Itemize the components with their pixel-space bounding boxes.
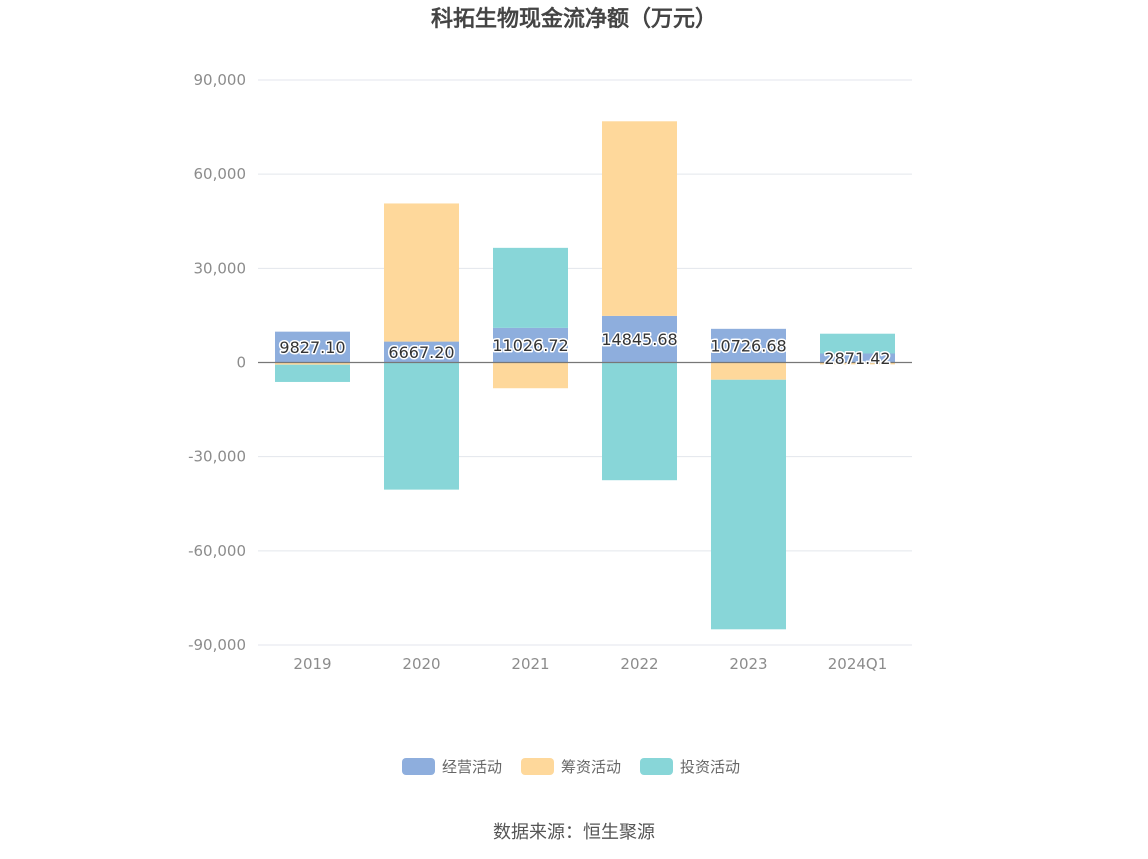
data-label: 6667.20 (388, 343, 454, 362)
legend-label: 筹资活动 (561, 758, 621, 776)
bar-2019-series-2 (275, 364, 350, 382)
bar-2022-series-1 (602, 121, 677, 316)
legend-label: 经营活动 (442, 758, 502, 776)
legend: 经营活动 筹资活动 投资活动 (402, 758, 740, 776)
bars-layer (275, 121, 895, 630)
legend-swatch (640, 758, 673, 775)
data-label: 9827.10 (279, 338, 345, 357)
y-tick-label: 30,000 (194, 259, 247, 277)
data-label: 2871.42 (824, 349, 890, 368)
bar-2019-series-1 (275, 362, 350, 365)
bar-2021-series-1 (493, 362, 568, 389)
x-tick-label: 2019 (293, 655, 331, 673)
bar-2023-series-1 (711, 362, 786, 380)
x-tick-label: 2024Q1 (828, 655, 888, 673)
bar-2023-series-2 (711, 379, 786, 630)
bar-2024Q1-series-1 (820, 362, 895, 365)
x-axis: 2019 2020 2021 2022 2023 2024Q1 (293, 655, 887, 673)
source-note: 数据来源：恒生聚源 (493, 822, 655, 843)
x-tick-label: 2022 (620, 655, 658, 673)
y-tick-label: -90,000 (188, 636, 246, 654)
data-label: 11026.72 (492, 336, 568, 355)
bar-2020-series-1 (384, 203, 459, 342)
x-tick-label: 2023 (729, 655, 767, 673)
legend-label: 投资活动 (680, 758, 740, 776)
bar-2020-series-2 (384, 362, 459, 490)
x-tick-label: 2021 (511, 655, 549, 673)
legend-swatch (521, 758, 554, 775)
bar-2023-series-0 (711, 328, 786, 363)
y-tick-label: 60,000 (194, 165, 247, 183)
bar-2021-series-2 (493, 247, 568, 328)
y-axis: 90,000 60,000 30,000 0 -30,000 -60,000 -90,000 (188, 71, 246, 654)
legend-swatch (402, 758, 435, 775)
data-label: 14845.68 (601, 330, 677, 349)
bar-2024Q1-series-0 (820, 353, 895, 363)
y-tick-label: 0 (236, 354, 246, 372)
bar-2024Q1-series-2 (820, 333, 895, 354)
x-tick-label: 2020 (402, 655, 440, 673)
bar-2022-series-0 (602, 315, 677, 363)
y-tick-label: -60,000 (188, 542, 246, 560)
bar-2022-series-2 (602, 362, 677, 481)
bar-2021-series-0 (493, 327, 568, 363)
bar-2020-series-0 (384, 341, 459, 363)
bar-2019-series-0 (275, 331, 350, 363)
y-tick-label: 90,000 (194, 71, 247, 89)
y-tick-label: -30,000 (188, 448, 246, 466)
chart-title: 科拓生物现金流净额（万元） (431, 6, 717, 32)
data-label: 10726.68 (710, 337, 786, 356)
data-labels: 9827.10 6667.20 11026.72 14845.68 10726.68 28… (278, 329, 892, 370)
grid-layer (258, 79, 912, 646)
